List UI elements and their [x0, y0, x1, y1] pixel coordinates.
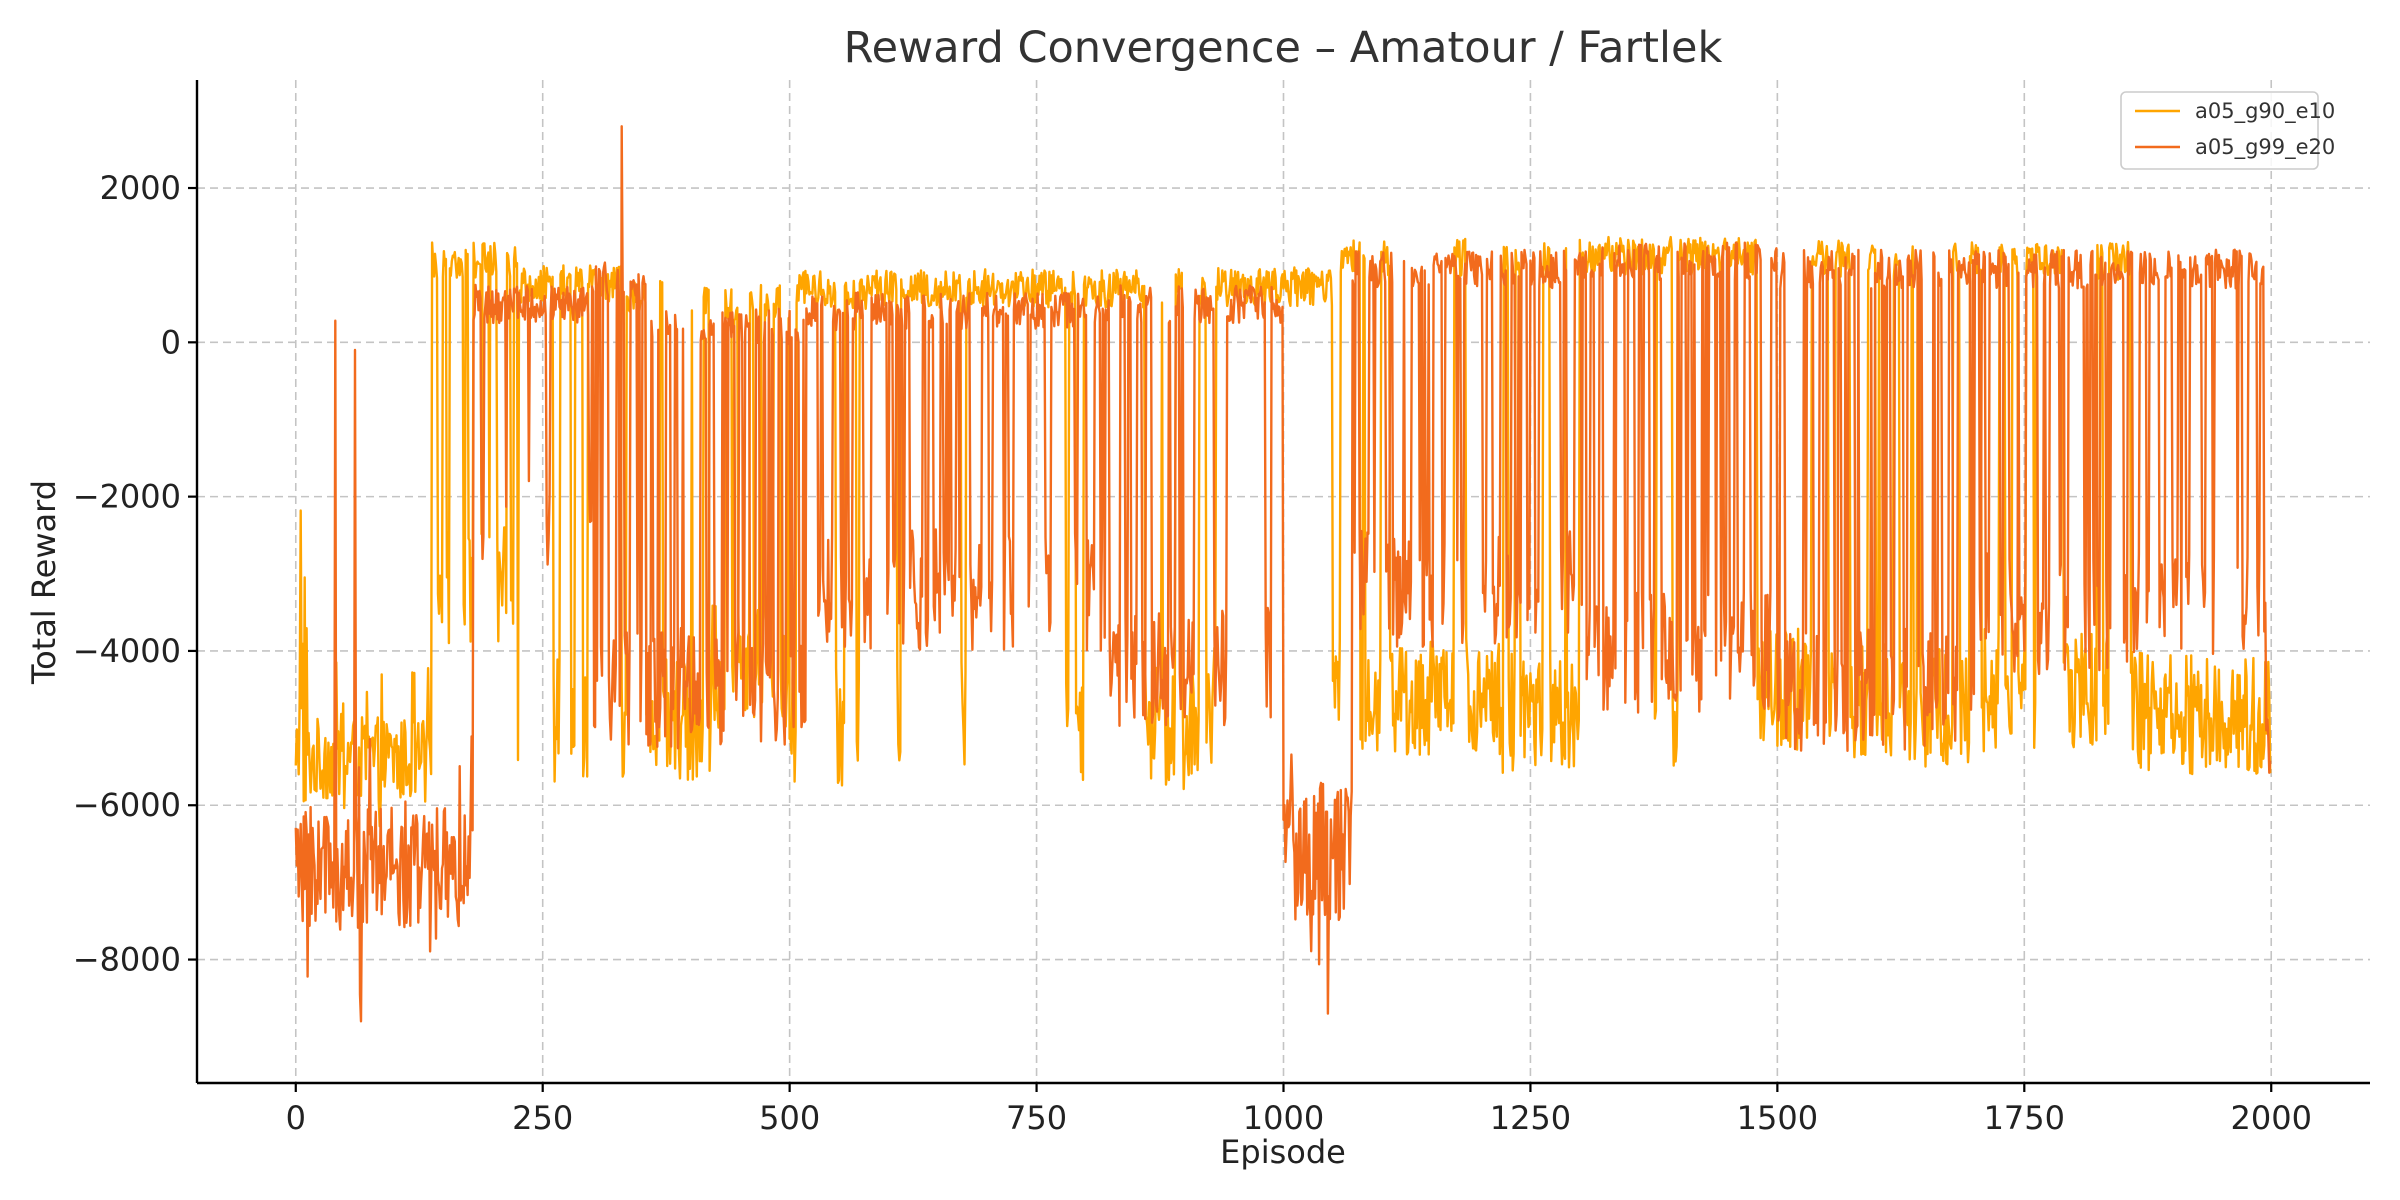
series-line-1	[294, 235, 2272, 828]
x-tick-label: 1250	[1490, 1099, 1571, 1137]
y-axis-label: Total Reward	[25, 480, 63, 685]
x-tick-label: 1750	[1984, 1099, 2065, 1137]
y-ticks: −8000 −6000 −4000 −2000 0 2000	[73, 169, 197, 979]
x-tick-label: 0	[286, 1099, 306, 1137]
legend-label-series-1: a05_g90_e10	[2195, 99, 2335, 124]
legend-label-series-2: a05_g99_e20	[2195, 135, 2335, 160]
x-tick-label: 750	[1006, 1099, 1067, 1137]
x-axis-label: Episode	[1220, 1133, 1346, 1171]
y-tick-label: −6000	[73, 786, 181, 824]
x-tick-label: 500	[759, 1099, 820, 1137]
x-ticks: 0 250 500 750 1000 1250 1500 1750 2000	[286, 1083, 2312, 1137]
x-tick-label: 1500	[1737, 1099, 1818, 1137]
series-lines	[294, 125, 2272, 1023]
chart-title: Reward Convergence – Amatour / Fartlek	[844, 23, 1723, 73]
y-tick-label: −8000	[73, 941, 181, 979]
x-tick-label: 2000	[2231, 1099, 2312, 1137]
y-tick-label: −4000	[73, 632, 181, 670]
series-line-2	[294, 125, 2272, 1023]
legend: a05_g90_e10 a05_g99_e20	[2120, 91, 2335, 170]
x-tick-label: 250	[512, 1099, 573, 1137]
y-tick-label: 2000	[100, 169, 181, 207]
y-tick-label: −2000	[73, 478, 181, 516]
y-tick-label: 0	[161, 323, 181, 361]
x-tick-label: 1000	[1243, 1099, 1324, 1137]
